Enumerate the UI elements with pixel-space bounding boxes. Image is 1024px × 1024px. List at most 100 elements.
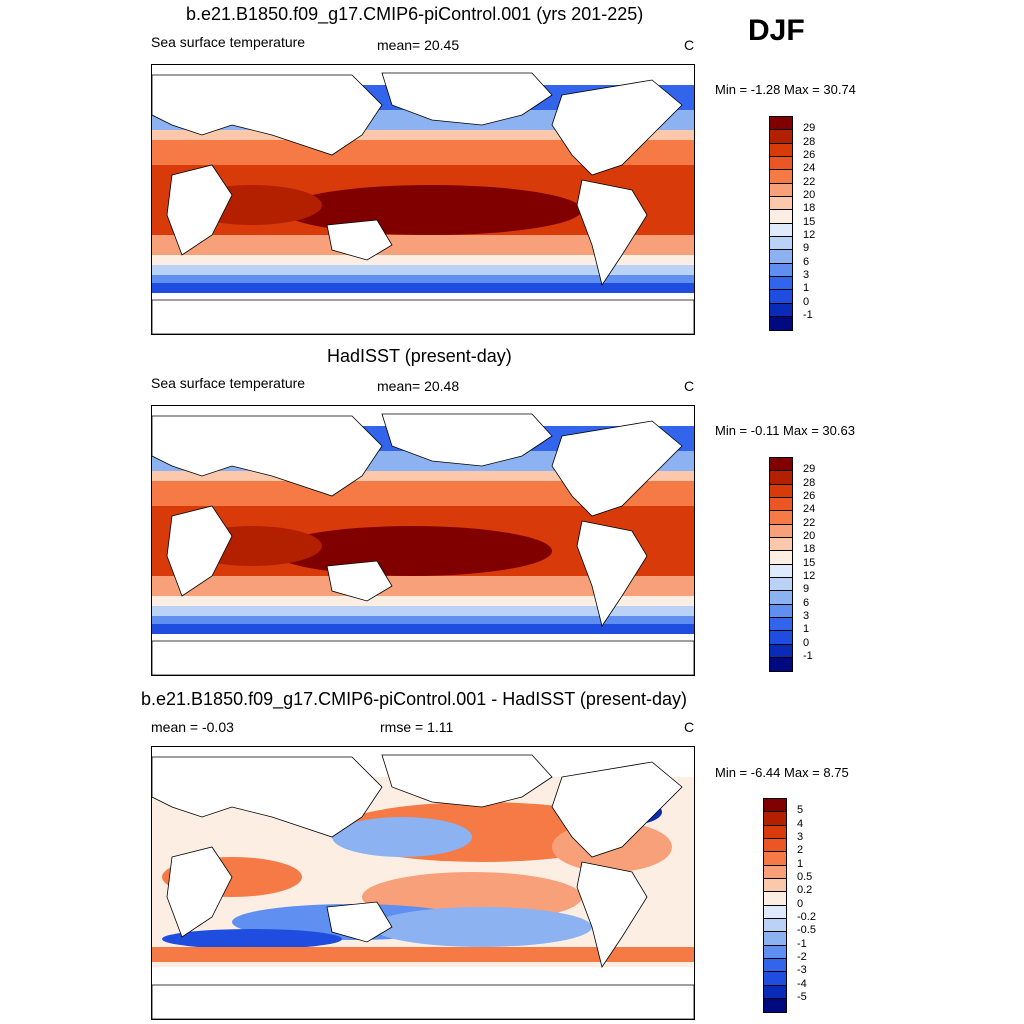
colorbar-tick-label: 24 <box>803 503 816 516</box>
panel-3-mean-label: mean = -0.03 <box>151 719 234 735</box>
panel-1-colorbar <box>769 116 793 332</box>
colorbar-tick-label: -0.5 <box>797 924 816 937</box>
colorbar-swatch <box>764 825 786 839</box>
colorbar-tick-label: 28 <box>803 476 816 489</box>
colorbar-swatch <box>770 484 792 498</box>
panel-2-min-max: Min = -0.11 Max = 30.63 <box>715 423 855 438</box>
colorbar-swatch <box>770 130 792 144</box>
panel-3-units: C <box>684 719 695 735</box>
colorbar-swatch <box>770 303 792 317</box>
panel-1-map <box>151 64 695 335</box>
colorbar-swatch <box>770 631 792 645</box>
panel-3-colorbar <box>763 798 787 1014</box>
colorbar-swatch <box>764 865 786 879</box>
colorbar-swatch <box>770 263 792 277</box>
panel-1-units: C <box>684 37 695 53</box>
panel-2-variable-label: Sea surface temperature <box>151 375 306 391</box>
panel-1-mean-label: mean= 20.45 <box>377 37 460 53</box>
colorbar-tick-label: 15 <box>803 556 816 569</box>
colorbar-swatch <box>770 117 792 131</box>
colorbar-swatch <box>764 945 786 959</box>
colorbar-tick-label: 1 <box>803 282 810 295</box>
panel-2-colorbar <box>769 457 793 673</box>
colorbar-swatch <box>764 972 786 986</box>
colorbar-swatch <box>770 290 792 304</box>
colorbar-tick-label: 29 <box>803 122 816 135</box>
colorbar-swatch <box>770 497 792 512</box>
colorbar-tick-label: 15 <box>803 215 816 228</box>
colorbar-swatch <box>770 276 792 291</box>
colorbar-tick-label: 2 <box>797 844 804 857</box>
colorbar-swatch <box>770 223 792 237</box>
colorbar-tick-label: 1 <box>797 857 804 870</box>
colorbar-tick-label: 20 <box>803 188 816 201</box>
colorbar-swatch <box>770 471 792 485</box>
colorbar-swatch <box>764 918 786 933</box>
panel-1-variable-label: Sea surface temperature <box>151 34 306 50</box>
panel-2-map <box>151 405 695 676</box>
colorbar-tick-label: 6 <box>803 596 810 609</box>
colorbar-tick-label: 0.5 <box>797 870 813 883</box>
colorbar-swatch <box>770 236 792 251</box>
colorbar-tick-label: -1 <box>803 308 813 321</box>
colorbar-swatch <box>764 985 786 999</box>
colorbar-tick-label: 0 <box>803 295 810 308</box>
colorbar-tick-label: -2 <box>797 950 807 963</box>
colorbar-swatch <box>770 591 792 605</box>
colorbar-tick-label: -0.2 <box>797 910 816 923</box>
colorbar-tick-label: -1 <box>797 937 807 950</box>
colorbar-tick-label: 22 <box>803 175 816 188</box>
colorbar-tick-label: 22 <box>803 516 816 529</box>
colorbar-swatch <box>770 170 792 184</box>
season-label: DJF <box>748 14 805 47</box>
panel-1-title: b.e21.B1850.f09_g17.CMIP6-piControl.001 … <box>186 4 644 24</box>
colorbar-swatch <box>764 852 786 866</box>
colorbar-swatch <box>764 878 786 893</box>
colorbar-swatch <box>770 183 792 197</box>
colorbar-tick-label: -5 <box>797 990 807 1003</box>
colorbar-tick-label: 28 <box>803 135 816 148</box>
colorbar-swatch <box>770 644 792 658</box>
colorbar-tick-label: -3 <box>797 964 807 977</box>
panel-2-units: C <box>684 378 695 394</box>
colorbar-swatch <box>764 905 786 919</box>
colorbar-swatch <box>764 838 786 853</box>
colorbar-tick-label: 18 <box>803 202 816 215</box>
colorbar-swatch <box>770 210 792 224</box>
colorbar-tick-label: 0.2 <box>797 884 813 897</box>
colorbar-tick-label: 18 <box>803 543 816 556</box>
colorbar-swatch <box>770 617 792 632</box>
panel-2-mean-label: mean= 20.48 <box>377 378 460 394</box>
colorbar-swatch <box>764 799 786 813</box>
colorbar-swatch <box>770 564 792 578</box>
panel-3-min-max: Min = -6.44 Max = 8.75 <box>715 765 849 780</box>
colorbar-tick-label: 9 <box>803 583 810 596</box>
colorbar-tick-label: 20 <box>803 529 816 542</box>
panel-3-map <box>151 746 695 1020</box>
colorbar-tick-label: 12 <box>803 569 816 582</box>
colorbar-tick-label: 24 <box>803 162 816 175</box>
colorbar-tick-label: 26 <box>803 148 816 161</box>
colorbar-swatch <box>764 932 786 946</box>
colorbar-swatch <box>770 551 792 565</box>
colorbar-swatch <box>770 657 792 672</box>
colorbar-swatch <box>770 577 792 592</box>
colorbar-swatch <box>770 156 792 171</box>
colorbar-tick-label: 26 <box>803 489 816 502</box>
colorbar-tick-label: 0 <box>803 636 810 649</box>
colorbar-swatch <box>770 458 792 472</box>
panel-2-title: HadISST (present-day) <box>327 346 512 366</box>
colorbar-tick-label: 4 <box>797 817 804 830</box>
colorbar-swatch <box>770 604 792 618</box>
colorbar-swatch <box>764 892 786 906</box>
colorbar-tick-label: 3 <box>797 830 804 843</box>
panel-3-title: b.e21.B1850.f09_g17.CMIP6-piControl.001 … <box>141 689 687 709</box>
panel-3-rmse-label: rmse = 1.11 <box>380 719 454 735</box>
colorbar-swatch <box>770 250 792 264</box>
colorbar-swatch <box>764 998 786 1013</box>
colorbar-tick-label: 3 <box>803 609 810 622</box>
colorbar-tick-label: -4 <box>797 977 807 990</box>
panel-1-min-max: Min = -1.28 Max = 30.74 <box>715 82 856 97</box>
colorbar-tick-label: 6 <box>803 255 810 268</box>
colorbar-swatch <box>770 196 792 211</box>
